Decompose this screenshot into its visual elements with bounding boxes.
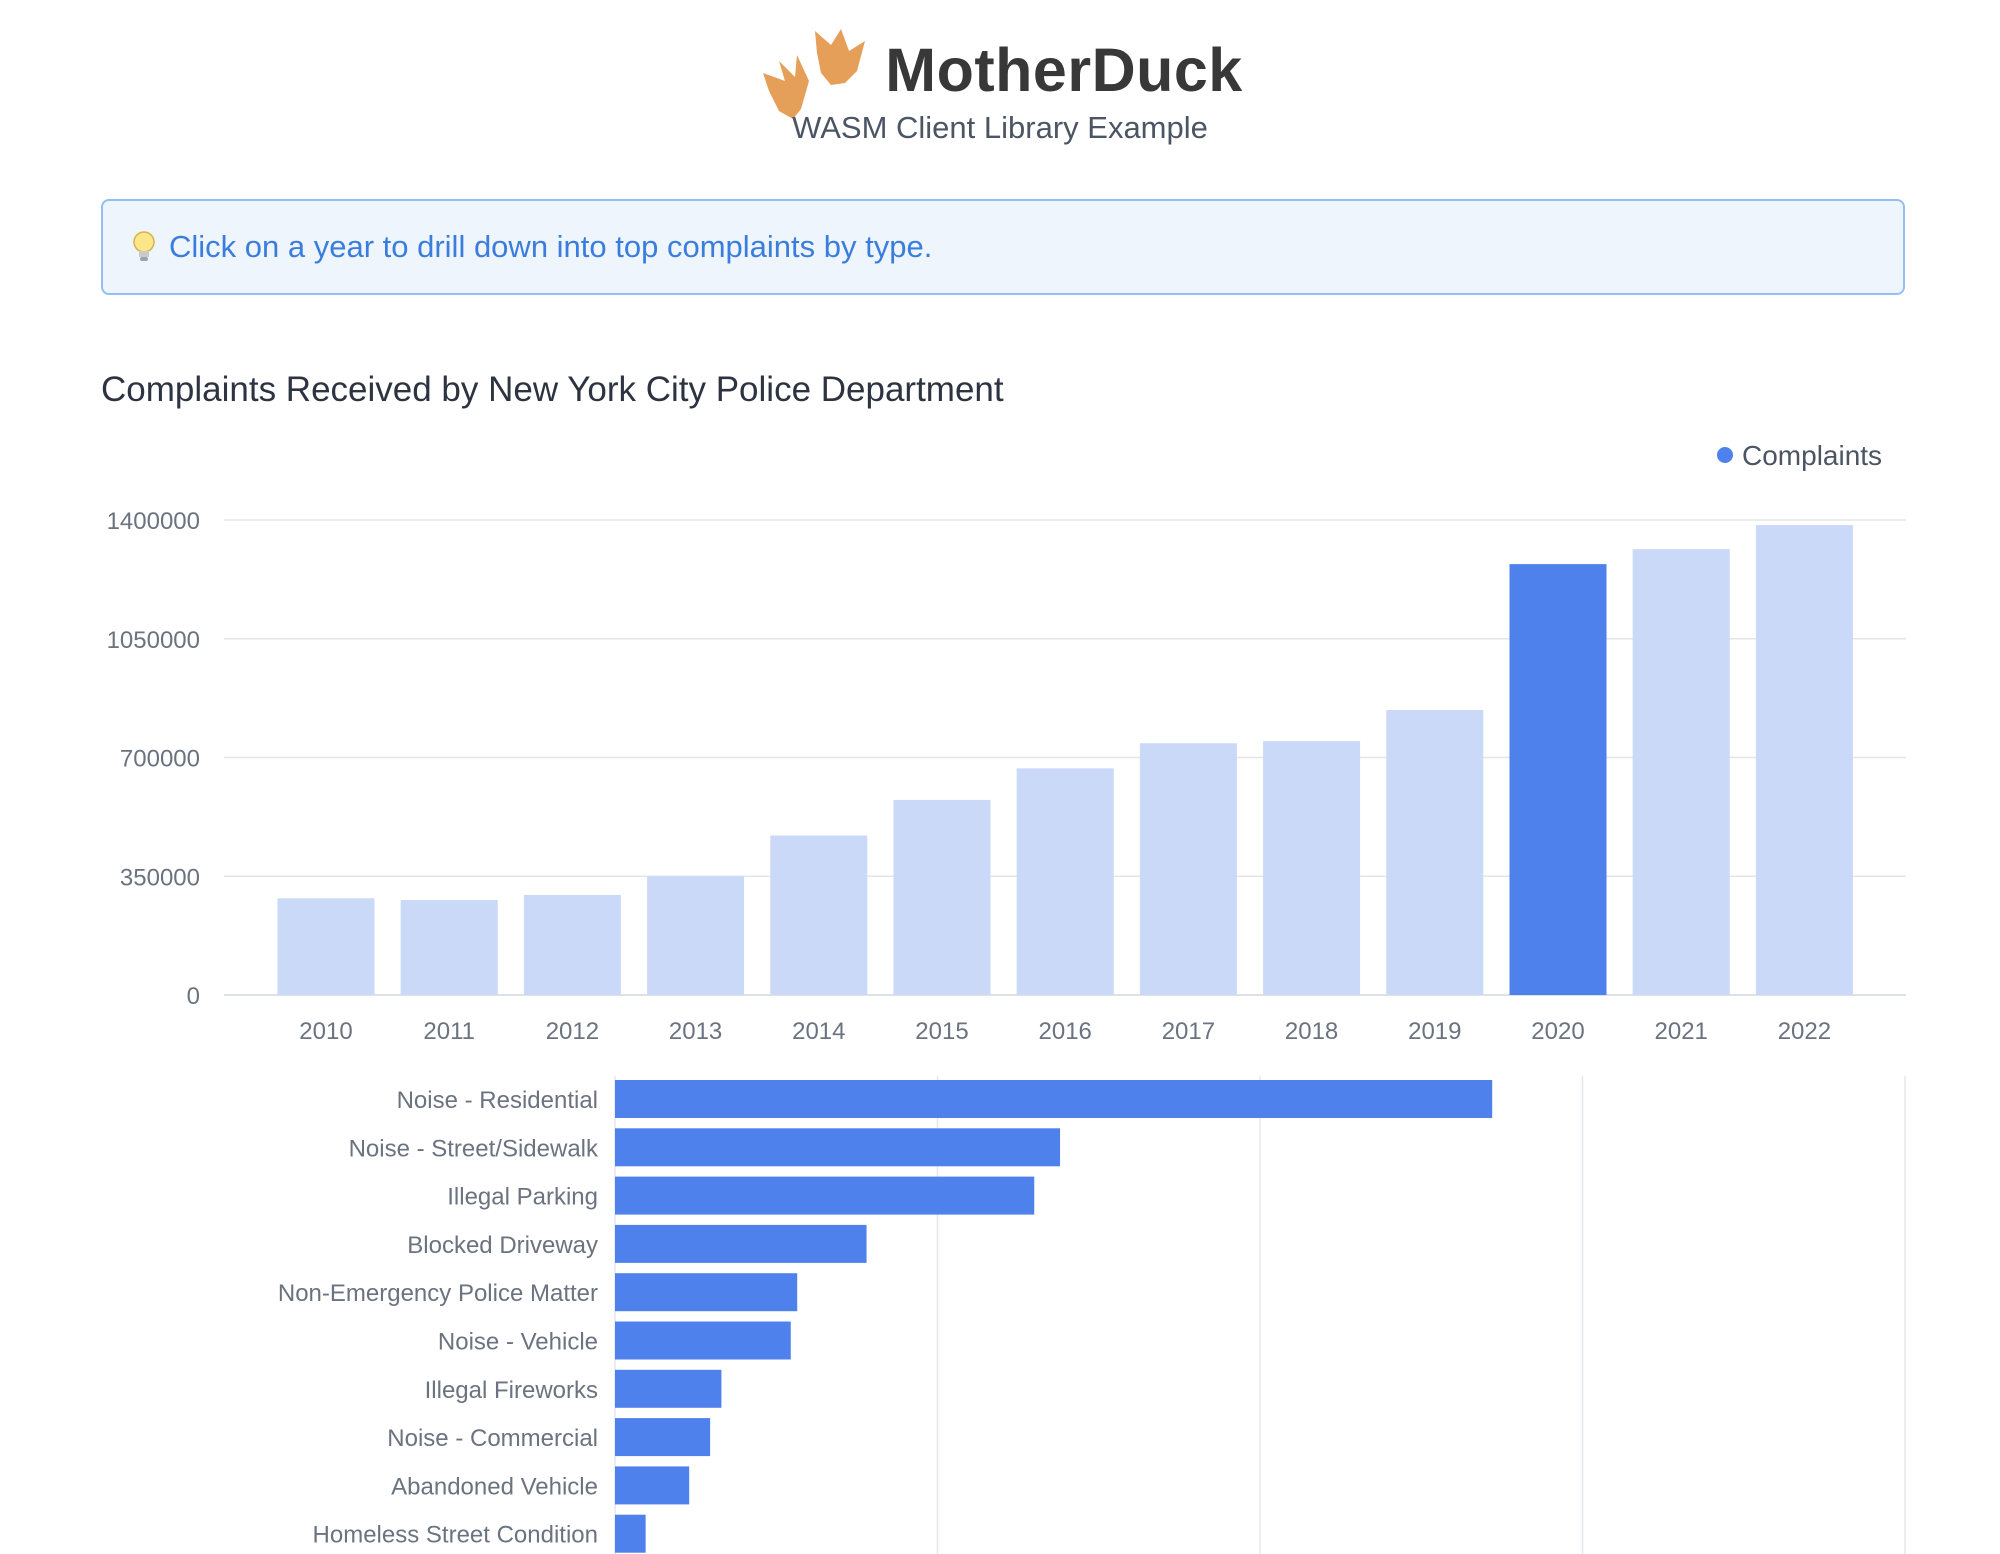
bar-2016[interactable]	[1016, 768, 1114, 995]
legend-label[interactable]: Complaints	[1742, 440, 1882, 471]
top-complaint-types-chart: Noise - Residential Noise - Street/Sidewa…	[278, 1076, 1906, 1554]
bar-noise-residential[interactable]	[615, 1080, 1493, 1118]
y-tick-label: 1050000	[107, 627, 200, 654]
y-tick-label: 0	[187, 983, 200, 1010]
lightbulb-icon	[133, 231, 155, 261]
duck-foot-left-icon	[763, 55, 810, 119]
bar-2014[interactable]	[770, 835, 868, 995]
duck-foot-right-icon	[815, 29, 866, 85]
x-tick-label: 2016	[1039, 1018, 1092, 1045]
category-label: Illegal Fireworks	[425, 1377, 598, 1404]
yearly-complaints-chart: 0 350000 700000 1050000 1400000 2010 2011 2012 2…	[107, 440, 1906, 1045]
y-tick-label: 350000	[120, 864, 200, 891]
x-tick-label: 2018	[1285, 1018, 1338, 1045]
header: MotherDuck WASM Client Library Example	[0, 14, 2000, 164]
bar-homeless-street-condition[interactable]	[615, 1514, 646, 1553]
x-tick-label: 2017	[1162, 1018, 1215, 1045]
logo: MotherDuck	[0, 20, 2000, 120]
bar-2019[interactable]	[1386, 710, 1484, 995]
category-label: Noise - Residential	[397, 1087, 598, 1114]
x-tick-label: 2020	[1531, 1018, 1584, 1045]
bar-2018[interactable]	[1263, 741, 1361, 995]
bar-blocked-driveway[interactable]	[615, 1224, 867, 1263]
category-label: Noise - Street/Sidewalk	[349, 1135, 599, 1162]
y-tick-label: 700000	[120, 746, 200, 773]
category-label: Noise - Commercial	[387, 1425, 598, 1452]
chart-title: Complaints Received by New York City Pol…	[101, 370, 1004, 409]
bar-abandoned-vehicle[interactable]	[615, 1466, 690, 1505]
bar-noise-vehicle[interactable]	[615, 1321, 791, 1360]
category-label: Non-Emergency Police Matter	[278, 1280, 598, 1307]
bar-2022[interactable]	[1755, 525, 1853, 995]
category-label: Illegal Parking	[447, 1184, 598, 1211]
x-tick-label: 2015	[915, 1018, 968, 1045]
brand-name: MotherDuck	[885, 36, 1243, 104]
duck-feet-logo-icon	[763, 29, 866, 119]
y-tick-label: 1400000	[107, 508, 200, 535]
category-label: Blocked Driveway	[407, 1232, 598, 1259]
bar-illegal-fireworks[interactable]	[615, 1369, 722, 1408]
bar-2013[interactable]	[647, 876, 745, 995]
category-label: Abandoned Vehicle	[391, 1473, 598, 1500]
bar-2012[interactable]	[523, 894, 621, 995]
x-tick-label: 2014	[792, 1018, 845, 1045]
page-subtitle: WASM Client Library Example	[792, 110, 1208, 145]
bar-2010[interactable]	[277, 898, 375, 995]
x-tick-label: 2022	[1778, 1018, 1831, 1045]
x-tick-label: 2013	[669, 1018, 722, 1045]
bar-illegal-parking[interactable]	[615, 1176, 1035, 1215]
x-tick-label: 2021	[1655, 1018, 1708, 1045]
category-label: Noise - Vehicle	[438, 1329, 598, 1356]
bar-2011[interactable]	[400, 900, 498, 995]
bar-2015[interactable]	[893, 799, 991, 995]
bar-2020[interactable]	[1509, 564, 1607, 995]
bar-2017[interactable]	[1139, 743, 1237, 995]
hint-text: Click on a year to drill down into top c…	[169, 229, 933, 264]
category-label: Homeless Street Condition	[313, 1522, 598, 1549]
x-tick-label: 2010	[299, 1018, 352, 1045]
legend-marker	[1717, 447, 1733, 463]
bar-noise-commercial[interactable]	[615, 1418, 711, 1457]
bar-noise-street-sidewalk[interactable]	[615, 1128, 1061, 1167]
x-tick-label: 2011	[423, 1018, 475, 1045]
bar-non-emergency-police-matter[interactable]	[615, 1273, 798, 1312]
x-tick-label: 2019	[1408, 1018, 1461, 1045]
hint-banner: Click on a year to drill down into top c…	[101, 199, 1905, 295]
x-tick-label: 2012	[546, 1018, 599, 1045]
bar-2021[interactable]	[1632, 549, 1730, 995]
